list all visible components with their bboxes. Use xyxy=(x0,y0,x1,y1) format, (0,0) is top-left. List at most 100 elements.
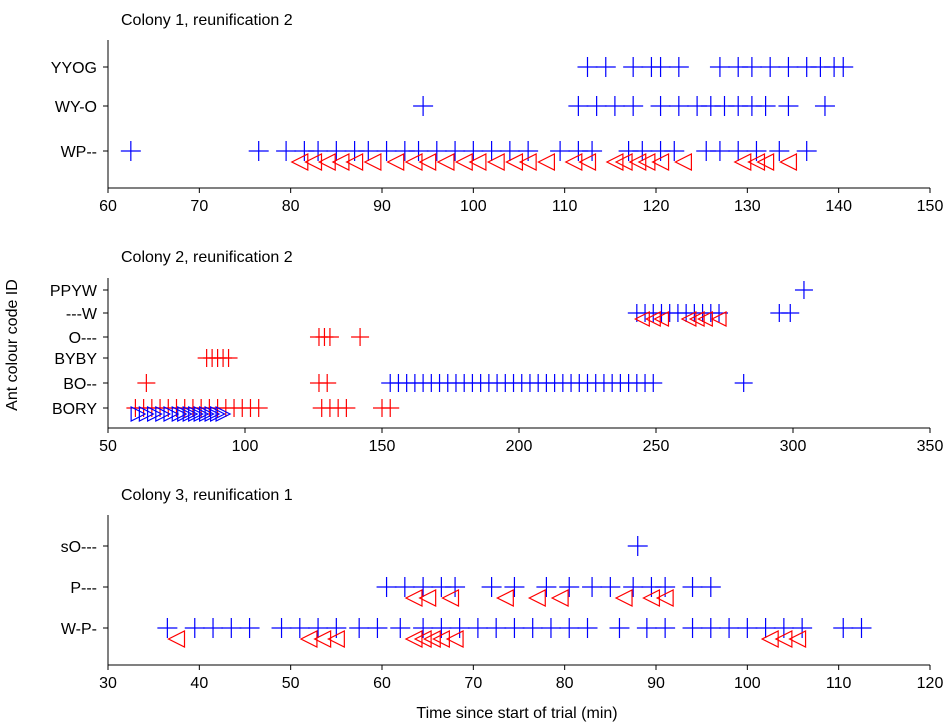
plus-marker xyxy=(481,141,502,161)
plus-marker xyxy=(668,96,689,116)
plus-marker xyxy=(445,141,466,161)
plus-marker xyxy=(568,96,589,116)
triangle-left-marker xyxy=(674,153,692,171)
plus-marker xyxy=(271,618,292,638)
plus-marker xyxy=(239,618,260,638)
triangle-left-marker xyxy=(317,153,336,171)
plus-marker xyxy=(833,57,854,77)
triangle-right-marker xyxy=(171,406,188,422)
plus-marker xyxy=(781,304,800,322)
triangle-left-marker xyxy=(404,630,423,648)
triangle-left-marker xyxy=(454,153,473,171)
plus-marker xyxy=(559,618,580,638)
plus-marker xyxy=(644,374,663,392)
plus-marker xyxy=(481,577,502,597)
plus-marker xyxy=(582,141,603,161)
plus-marker xyxy=(445,577,466,597)
triangle-left-marker xyxy=(413,630,432,648)
x-tick-label: 130 xyxy=(734,198,761,215)
triangle-left-marker xyxy=(680,311,697,327)
triangle-right-marker xyxy=(130,406,147,422)
triangle-left-marker xyxy=(418,589,437,607)
triangle-right-marker xyxy=(182,406,199,422)
plus-marker xyxy=(734,374,753,392)
triangle-left-marker xyxy=(527,589,546,607)
plus-marker xyxy=(709,141,730,161)
y-tick-label: ---W xyxy=(66,306,98,323)
triangle-left-marker xyxy=(167,630,186,648)
x-tick-label: 350 xyxy=(917,438,944,455)
plus-marker xyxy=(833,618,854,638)
x-tick-label: 100 xyxy=(734,675,761,692)
x-tick-label: 300 xyxy=(780,438,807,455)
plus-marker xyxy=(668,57,689,77)
x-tick-label: 60 xyxy=(99,198,117,215)
triangle-left-marker xyxy=(747,153,766,171)
triangle-left-marker xyxy=(637,153,656,171)
plus-marker xyxy=(623,96,644,116)
triangle-left-marker xyxy=(345,153,364,171)
x-tick-label: 50 xyxy=(282,675,300,692)
triangle-left-marker xyxy=(432,630,450,648)
plus-marker xyxy=(604,96,625,116)
y-tick-label: WY-O xyxy=(55,99,97,116)
triangle-left-marker xyxy=(468,153,487,171)
plus-marker xyxy=(394,577,415,597)
triangle-left-marker xyxy=(486,153,505,171)
plus-marker xyxy=(221,618,242,638)
plus-marker xyxy=(586,96,607,116)
plus-marker xyxy=(318,374,337,392)
triangle-left-marker xyxy=(290,153,309,171)
triangle-right-marker xyxy=(193,406,210,422)
plus-marker xyxy=(540,618,561,638)
triangle-left-marker xyxy=(537,153,555,171)
x-tick-label: 140 xyxy=(825,198,852,215)
triangle-left-marker xyxy=(313,630,332,648)
plus-marker xyxy=(390,618,411,638)
triangle-left-marker xyxy=(422,630,441,648)
plus-marker xyxy=(650,96,671,116)
triangle-left-marker xyxy=(644,311,661,327)
x-tick-label: 150 xyxy=(369,438,396,455)
triangle-left-marker xyxy=(733,153,752,171)
triangle-left-marker xyxy=(495,589,514,607)
triangle-right-marker xyxy=(163,406,180,422)
plus-marker xyxy=(449,618,470,638)
triangle-left-marker xyxy=(628,153,647,171)
panel-colony-1: Colony 1, reunification 2 60 70 80 90 100 110… xyxy=(51,12,944,215)
triangle-right-marker xyxy=(210,406,226,422)
plus-marker xyxy=(737,618,758,638)
x-tick-label: 70 xyxy=(464,675,482,692)
triangle-left-marker xyxy=(418,153,437,171)
plus-marker xyxy=(623,57,644,77)
plus-marker xyxy=(349,618,370,638)
triangle-left-marker xyxy=(760,630,779,648)
plus-marker xyxy=(351,328,370,346)
plus-marker xyxy=(851,618,872,638)
plus-marker xyxy=(595,57,616,77)
triangle-left-marker xyxy=(710,311,727,327)
x-tick-label: 250 xyxy=(643,438,670,455)
plus-marker xyxy=(755,618,776,638)
triangle-left-marker xyxy=(651,153,670,171)
plus-marker xyxy=(755,96,776,116)
plus-marker xyxy=(320,328,339,346)
panel-title: Colony 2, reunification 2 xyxy=(121,249,293,266)
plus-marker xyxy=(769,141,790,161)
x-tick-label: 90 xyxy=(647,675,665,692)
plus-marker xyxy=(367,618,388,638)
triangle-left-marker xyxy=(299,630,318,648)
plus-marker xyxy=(577,618,598,638)
plus-marker xyxy=(814,96,835,116)
panel-title: Colony 3, reunification 1 xyxy=(121,487,293,504)
plus-marker xyxy=(504,618,525,638)
plus-marker xyxy=(381,399,400,417)
plus-marker xyxy=(184,618,205,638)
plus-marker xyxy=(778,57,799,77)
x-tick-label: 80 xyxy=(282,198,300,215)
plus-marker xyxy=(522,618,543,638)
triangle-left-marker xyxy=(788,630,807,648)
plus-marker xyxy=(728,141,749,161)
triangle-left-marker xyxy=(386,153,405,171)
